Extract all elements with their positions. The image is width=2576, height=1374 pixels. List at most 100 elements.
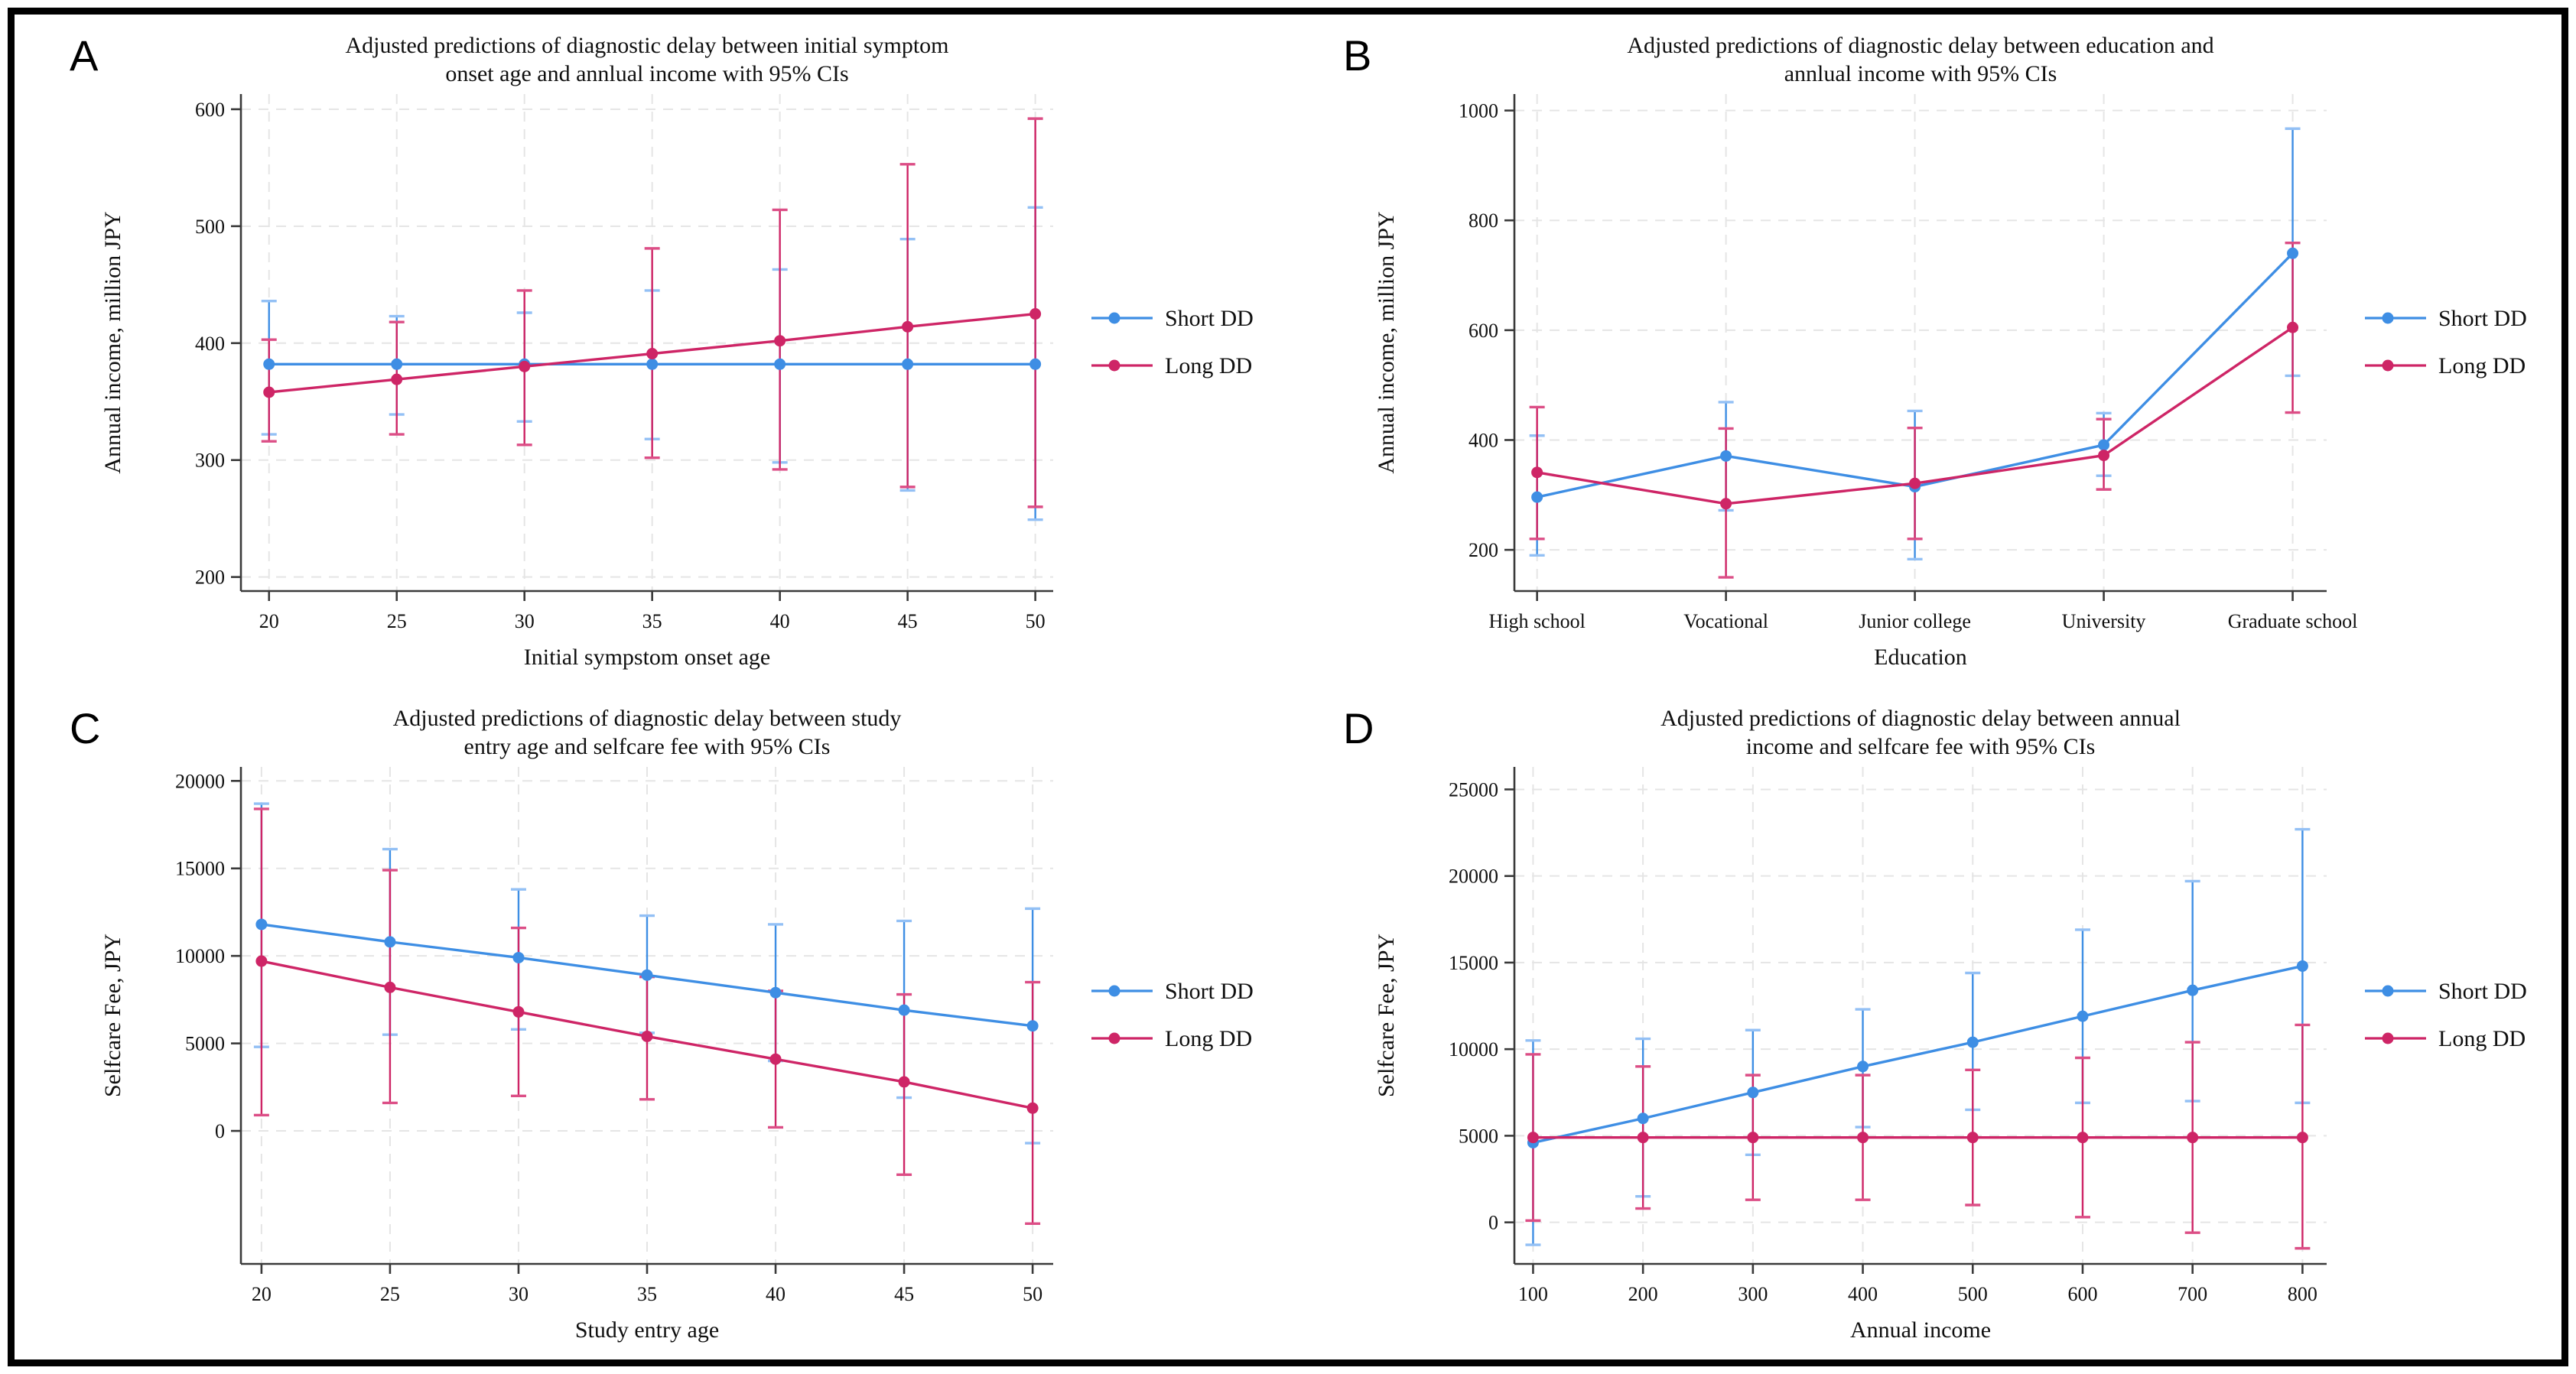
panel-d-labels: Adjusted predictions of diagnostic delay… — [1374, 706, 2181, 1343]
panel-c-chart: 0 5000 10000 15000 20000 20 25 30 35 40 45 50 Adjust… — [100, 706, 1254, 1343]
panel-a-xtick-label: 35 — [642, 610, 662, 632]
panel-c-ytick-label: 10000 — [175, 945, 225, 967]
panel-a-xtick-label: 25 — [387, 610, 407, 632]
panel-c-xtick-label: 25 — [380, 1283, 400, 1305]
panel-c-xtick-label: 20 — [252, 1283, 272, 1305]
panel-a-xtick-label: 50 — [1026, 610, 1046, 632]
panel-d-xtick-label: 300 — [1738, 1283, 1768, 1305]
panel-d-ytick-label: 10000 — [1449, 1038, 1498, 1061]
panel-d-short-dd-series — [1527, 960, 2308, 1148]
panel-b-ytick-label: 200 — [1469, 539, 1498, 561]
panel-d-legend-label: Long DD — [2438, 1026, 2526, 1051]
panel-a-gridlines — [241, 94, 1053, 591]
panel-a-x-axis-label: Initial sympstom onset age — [524, 645, 770, 670]
panel-c-y-axis-label: Selfcare Fee, JPY — [100, 933, 125, 1096]
panel-c-legend-label: Short DD — [1165, 979, 1254, 1004]
panel-c-legend: Short DD Long DD — [1091, 979, 1254, 1051]
panel-d-letter: D — [1343, 703, 1374, 752]
panel-c: C 0 5000 10000 15000 20000 20 25 30 35 40 45 50 Adju… — [15, 687, 1288, 1360]
panel-c-labels: Adjusted predictions of diagnostic delay… — [100, 706, 901, 1343]
panel-c-ytick-label: 15000 — [175, 857, 225, 879]
panel-d-legend: Short DD Long DD — [2365, 979, 2527, 1051]
panel-b-chart: 200 400 600 800 1000 High school Vocational Jun… — [1374, 33, 2527, 670]
panel-d-xtick-label: 200 — [1628, 1283, 1658, 1305]
panel-d-title-line: income and selfcare fee with 95% CIs — [1746, 734, 2096, 759]
panel-d-ytick-label: 5000 — [1459, 1125, 1498, 1147]
panel-c-ytick-label: 5000 — [185, 1032, 225, 1054]
panel-a-title-line: Adjusted predictions of diagnostic delay… — [345, 33, 948, 58]
panel-a-long-dd-error-bars — [261, 117, 1043, 508]
panel-d-ytick-label: 0 — [1488, 1211, 1498, 1233]
panel-a-legend-item: Long DD — [1091, 353, 1252, 378]
panel-c-short-dd-series — [255, 918, 1039, 1031]
panel-b-title-line: Adjusted predictions of diagnostic delay… — [1627, 33, 2213, 58]
panel-d-xtick-label: 500 — [1958, 1283, 1988, 1305]
panel-c-legend-item: Long DD — [1091, 1026, 1252, 1051]
panel-a-xtick-label: 20 — [259, 610, 279, 632]
panel-d-title-line: Adjusted predictions of diagnostic delay… — [1660, 706, 2181, 731]
panel-a-short-dd-series — [263, 358, 1042, 370]
panel-d-xtick-label: 100 — [1518, 1283, 1548, 1305]
panel-a-xtick-label: 40 — [770, 610, 790, 632]
panel-d-gridlines — [1514, 766, 2327, 1264]
panel-d: D 0 5000 10000 15000 20000 25000 100 200 300 400 5… — [1288, 687, 2561, 1360]
panel-d-long-dd-series — [1527, 1131, 2308, 1143]
panel-b-ytick-label: 800 — [1469, 210, 1498, 232]
panel-a-ytick-label: 400 — [195, 333, 225, 355]
panel-b-x-axis-label: Education — [1874, 645, 1967, 670]
panel-b-xtick-label: University — [2062, 610, 2146, 632]
panel-d-chart: 0 5000 10000 15000 20000 25000 100 200 300 400 500… — [1374, 706, 2527, 1343]
panel-a-axes: 200 300 400 500 600 20 25 30 35 40 45 50 — [195, 94, 1053, 632]
panel-d-ytick-label: 20000 — [1449, 865, 1498, 887]
panel-b-title-line: annlual income with 95% CIs — [1784, 61, 2057, 86]
panel-b-xtick-label: High school — [1488, 610, 1585, 632]
panel-c-ytick-label: 20000 — [175, 770, 225, 792]
panel-c-xtick-label: 30 — [509, 1283, 529, 1305]
panel-a-labels: Adjusted predictions of diagnostic delay… — [100, 33, 949, 670]
panel-a-title-line: onset age and annlual income with 95% CI… — [445, 61, 848, 86]
panel-b-ytick-label: 600 — [1469, 320, 1498, 342]
panel-c-title-line: Adjusted predictions of diagnostic delay… — [393, 706, 902, 731]
panel-a-ytick-label: 500 — [195, 216, 225, 238]
panel-b-legend-item: Short DD — [2365, 306, 2527, 331]
panel-a-long-dd-series — [263, 308, 1042, 398]
panel-b-y-axis-label: Annual income, million JPY — [1374, 211, 1399, 473]
panel-d-x-axis-label: Annual income — [1850, 1317, 1991, 1343]
panel-a-letter: A — [70, 31, 99, 80]
panel-b-legend: Short DD Long DD — [2365, 306, 2527, 378]
panel-c-legend-item: Short DD — [1091, 979, 1254, 1004]
panel-a-ytick-label: 600 — [195, 99, 225, 121]
panel-b-long-dd-series — [1531, 321, 2299, 510]
panel-c-xtick-label: 45 — [894, 1283, 914, 1305]
panel-d-xtick-label: 700 — [2178, 1283, 2207, 1305]
panel-a-ytick-label: 200 — [195, 567, 225, 589]
panel-d-y-axis-label: Selfcare Fee, JPY — [1374, 933, 1399, 1096]
panel-c-legend-label: Long DD — [1165, 1026, 1252, 1051]
panel-d-xtick-label: 600 — [2067, 1283, 2097, 1305]
panel-c-x-axis-label: Study entry age — [575, 1317, 719, 1343]
panel-d-ytick-label: 25000 — [1449, 778, 1498, 801]
panel-c-xtick-label: 40 — [766, 1283, 785, 1305]
panel-b-xtick-label: Vocational — [1683, 610, 1768, 632]
panel-d-legend-item: Short DD — [2365, 979, 2527, 1004]
panel-b-labels: Adjusted predictions of diagnostic delay… — [1374, 33, 2214, 670]
panel-c-xtick-label: 50 — [1023, 1283, 1042, 1305]
panel-d-xtick-label: 800 — [2288, 1283, 2317, 1305]
panel-d-axes: 0 5000 10000 15000 20000 25000 100 200 300 400 500… — [1449, 766, 2327, 1305]
panel-c-letter: C — [70, 703, 101, 752]
panel-c-long-dd-series — [255, 955, 1039, 1114]
panel-a-legend-item: Short DD — [1091, 306, 1254, 331]
panel-a-xtick-label: 45 — [898, 610, 918, 632]
panel-b-xtick-label: Junior college — [1859, 610, 1971, 632]
panel-a-legend-label: Short DD — [1165, 306, 1254, 331]
panel-a-legend-label: Long DD — [1165, 353, 1252, 378]
panel-b-legend-label: Long DD — [2438, 353, 2526, 378]
panel-d-xtick-label: 400 — [1848, 1283, 1878, 1305]
panel-b-axes: 200 400 600 800 1000 High school Vocational Jun… — [1459, 94, 2357, 632]
panel-d-ytick-label: 15000 — [1449, 951, 1498, 973]
panel-b: B 200 400 600 800 1000 High school Vocational J… — [1288, 15, 2561, 687]
panel-a: A 200 300 400 500 600 20 25 30 35 40 45 50 Adjusted … — [15, 15, 1288, 687]
panel-b-ytick-label: 400 — [1469, 429, 1498, 451]
figure-frame: A 200 300 400 500 600 20 25 30 35 40 45 50 Adjusted … — [8, 8, 2568, 1366]
